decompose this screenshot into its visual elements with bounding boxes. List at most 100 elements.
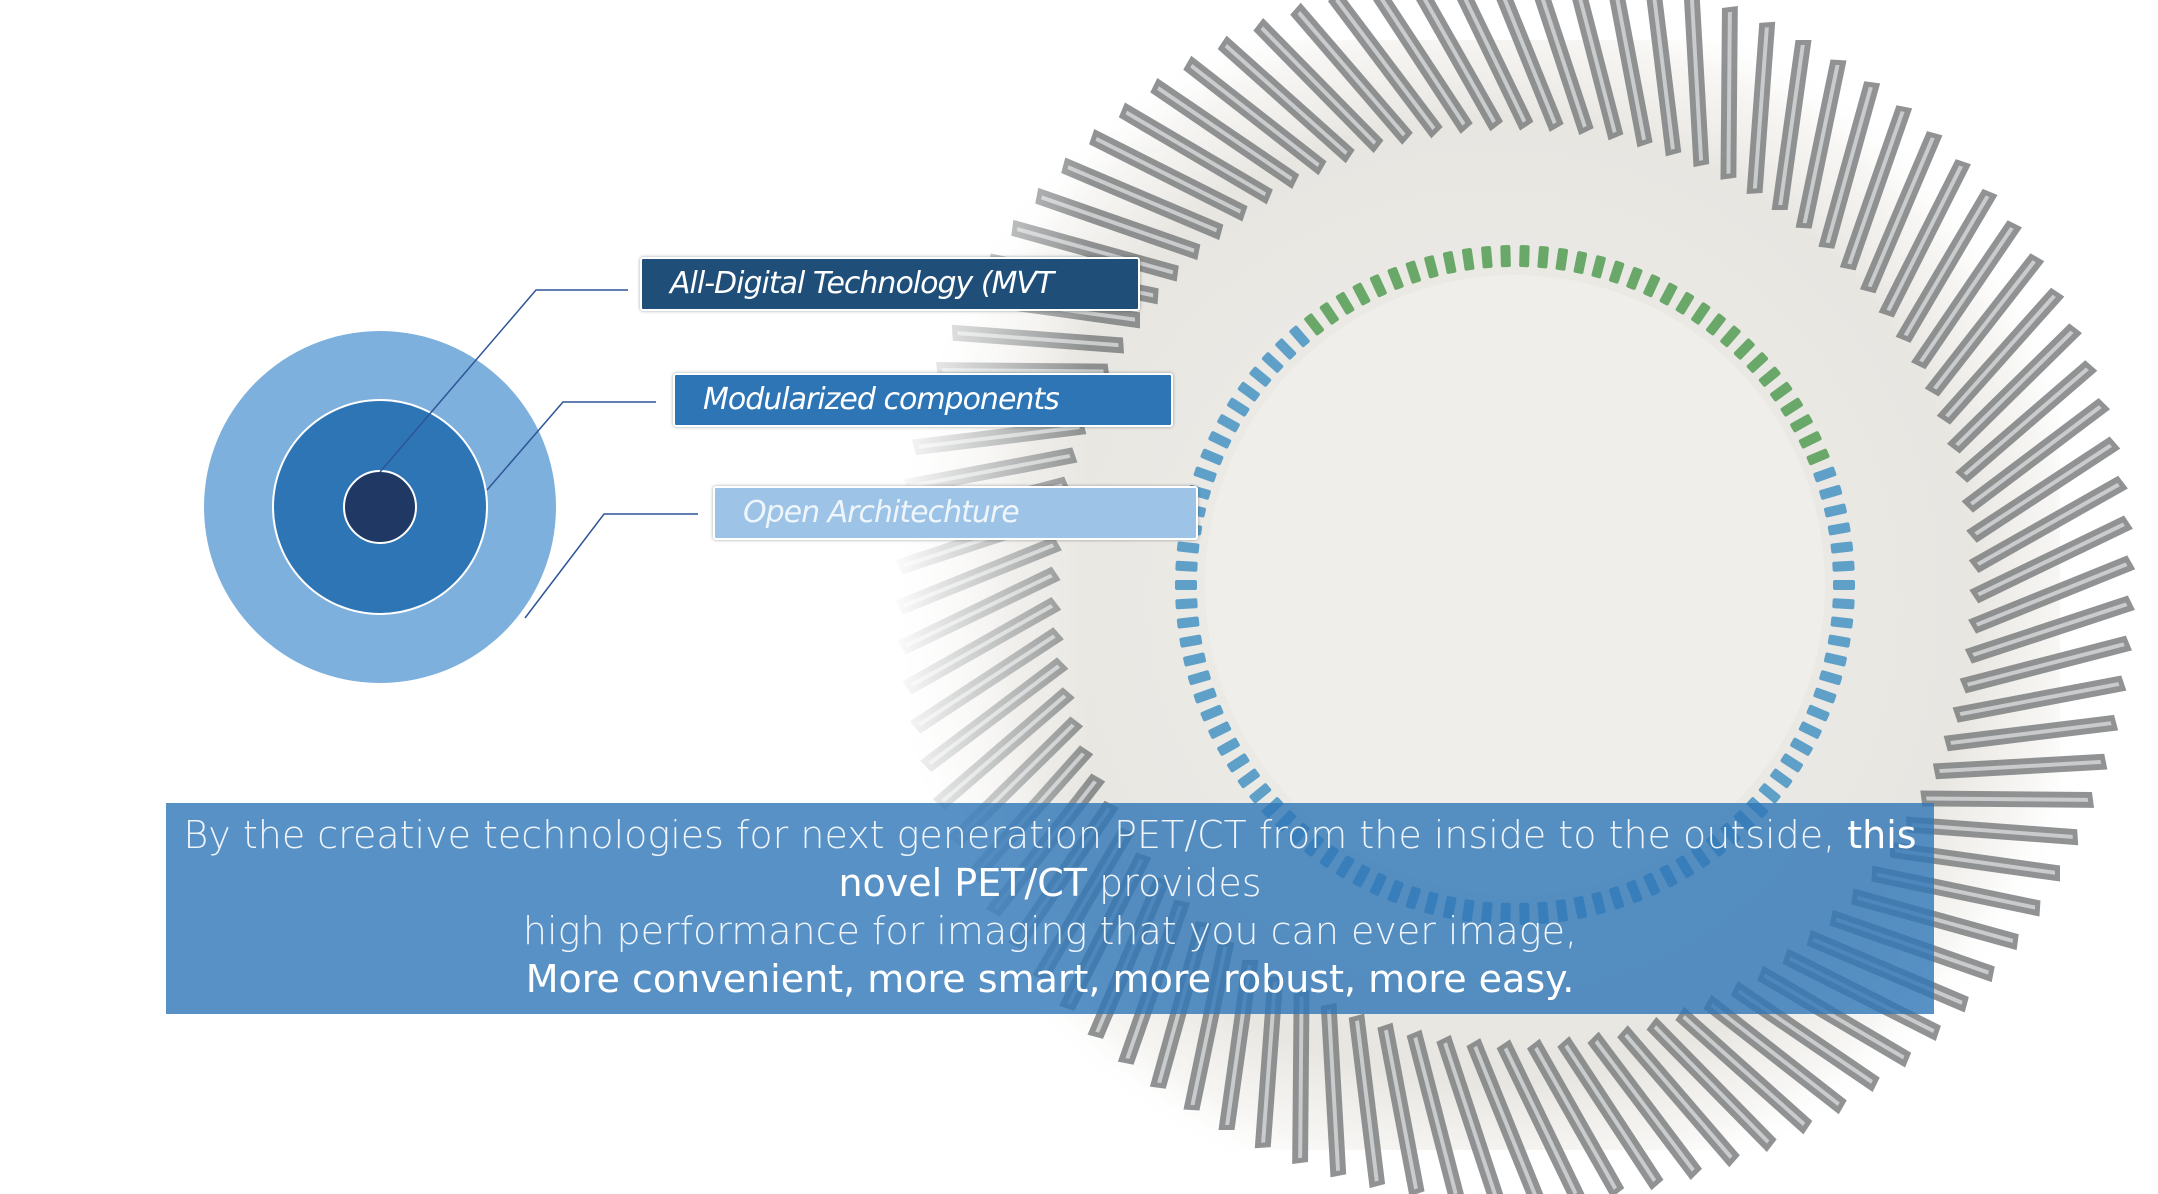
detector-module	[1859, 131, 1943, 294]
detector-module	[1946, 323, 2083, 454]
detector-module	[1771, 40, 1812, 210]
crystal-block	[1249, 783, 1272, 804]
crystal-block	[1387, 266, 1404, 290]
detector-module	[1795, 59, 1847, 229]
crystal-block	[1200, 448, 1224, 466]
crystal-block	[1335, 292, 1355, 315]
label-all-digital-technology-text: All-Digital Technology (MVT	[670, 266, 1054, 301]
detector-module	[1290, 2, 1413, 145]
detector-module	[1839, 105, 1913, 271]
detector-module	[1961, 397, 2111, 513]
label-all-digital-technology: All-Digital Technology (MVT	[640, 257, 1140, 311]
crystal-block	[1193, 466, 1217, 483]
crystal-block	[1832, 560, 1855, 572]
crystal-block	[1500, 245, 1511, 268]
crystal-block	[1227, 753, 1250, 773]
crystal-block	[1770, 381, 1793, 402]
crystal-block	[1780, 753, 1803, 773]
detector-module	[1292, 990, 1310, 1165]
crystal-block	[1813, 687, 1837, 704]
crystal-block	[1352, 282, 1371, 306]
caption-line-2-emphasis: novel PET/CT	[838, 861, 1087, 905]
detector-module	[1217, 35, 1355, 164]
crystal-block	[1824, 503, 1847, 518]
detector-module	[1254, 975, 1284, 1149]
crystal-block	[1806, 448, 1830, 466]
detector-module	[1968, 555, 2136, 634]
crystal-block	[1481, 245, 1493, 269]
crystal-block	[1424, 255, 1439, 279]
detector-module	[1436, 1034, 1505, 1194]
detector-module	[1966, 436, 2121, 543]
crystal-block	[1706, 313, 1726, 336]
crystal-block	[1289, 325, 1310, 348]
detector-module	[1327, 0, 1443, 139]
crystal-block	[1770, 768, 1793, 789]
crystal-block	[1175, 580, 1197, 590]
crystal-block	[1824, 652, 1847, 667]
crystal-block	[1591, 255, 1606, 279]
detector-module	[1968, 475, 2128, 574]
crystal-block	[1720, 325, 1741, 348]
detector-module	[1377, 1022, 1425, 1194]
crystal-block	[1830, 616, 1854, 629]
detector-module	[1526, 1038, 1625, 1194]
crystal-block	[1790, 737, 1813, 756]
crystal-block	[1758, 366, 1781, 387]
crystal-block	[1176, 541, 1200, 554]
core-circle	[343, 470, 417, 544]
detector-module	[1924, 253, 2045, 397]
detector-module	[1183, 55, 1327, 176]
detector-module	[1646, 1016, 1777, 1153]
detector-module	[1496, 1039, 1585, 1194]
crystal-block	[1237, 381, 1260, 402]
detector-module	[1703, 994, 1847, 1115]
detector-module	[1320, 1002, 1347, 1178]
detector-module	[1557, 1036, 1664, 1191]
caption-line-1-text: By the creative technologies for next ge…	[183, 813, 1848, 857]
detector-module	[1366, 0, 1473, 134]
crystal-block	[1249, 366, 1272, 387]
crystal-block	[1609, 260, 1625, 284]
crystal-block	[1537, 245, 1549, 269]
detector-module	[1565, 0, 1624, 141]
detector-module	[1406, 1029, 1465, 1194]
crystal-block	[1208, 721, 1232, 739]
crystal-block	[1675, 292, 1695, 315]
crystal-block	[1175, 560, 1198, 572]
crystal-block	[1176, 616, 1200, 629]
bore-opening	[1205, 275, 1825, 895]
detector-module	[1818, 81, 1881, 249]
crystal-block	[1304, 313, 1324, 336]
crystal-block	[1208, 431, 1232, 449]
leader-line-2	[486, 401, 656, 491]
detector-module	[1969, 515, 2133, 604]
crystal-block	[1555, 248, 1569, 271]
crystal-block	[1461, 248, 1475, 271]
crystal-block	[1813, 466, 1837, 483]
detector-module	[1943, 714, 2119, 752]
crystal-block	[1798, 721, 1822, 739]
detector-module	[1905, 816, 2079, 846]
crystal-block	[1827, 522, 1851, 536]
crystal-block	[1780, 397, 1803, 417]
crystal-block	[1200, 704, 1224, 722]
crystal-block	[1806, 704, 1830, 722]
crystal-block	[1746, 352, 1769, 373]
crystal-block	[1758, 783, 1781, 804]
crystal-block	[1237, 768, 1260, 789]
detector-module	[1955, 360, 2098, 483]
caption-banner: By the creative technologies for next ge…	[166, 803, 1934, 1014]
crystal-block	[1369, 274, 1387, 298]
detector-module	[1878, 159, 1971, 318]
crystal-block	[1790, 414, 1813, 433]
crystal-block	[1227, 397, 1250, 417]
crystal-block	[1405, 260, 1421, 284]
crystal-block	[1442, 251, 1457, 274]
detector-module	[1683, 0, 1710, 168]
detector-module	[1605, 0, 1653, 148]
detector-module	[1959, 635, 2132, 694]
label-open-architecture: Open Architechture	[713, 486, 1198, 540]
